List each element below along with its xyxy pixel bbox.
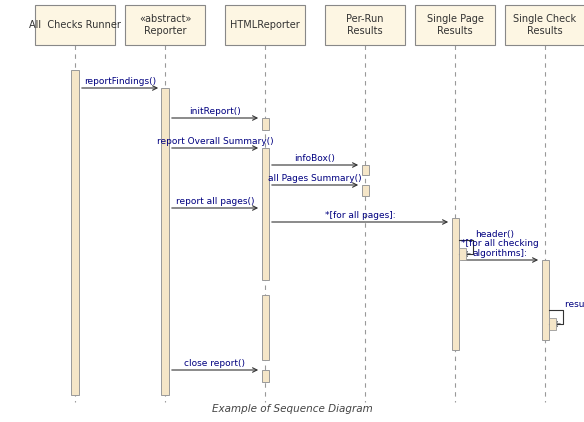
Text: initReport(): initReport() xyxy=(189,107,241,116)
Bar xyxy=(459,248,466,260)
Bar xyxy=(262,295,269,360)
Bar xyxy=(325,5,405,45)
Bar xyxy=(262,148,269,280)
Text: reportFindings(): reportFindings() xyxy=(84,77,156,86)
Bar xyxy=(361,185,369,196)
Text: header(): header() xyxy=(475,230,514,239)
Bar xyxy=(161,88,169,395)
Text: «abstract»
Reporter: «abstract» Reporter xyxy=(139,14,191,36)
Bar xyxy=(262,370,269,382)
Text: Example of Sequence Diagram: Example of Sequence Diagram xyxy=(211,404,373,414)
Bar xyxy=(451,218,458,350)
Bar xyxy=(35,5,115,45)
Bar xyxy=(505,5,584,45)
Bar xyxy=(71,70,79,395)
Bar xyxy=(262,118,269,130)
Text: HTMLReporter: HTMLReporter xyxy=(230,20,300,30)
Text: all Pages Summary(): all Pages Summary() xyxy=(268,174,362,183)
Bar xyxy=(225,5,305,45)
Text: *[for all pages]:: *[for all pages]: xyxy=(325,211,395,220)
Text: Single Check
Results: Single Check Results xyxy=(513,14,576,36)
Bar xyxy=(549,318,556,330)
Bar xyxy=(361,165,369,175)
Text: report all pages(): report all pages() xyxy=(176,197,254,206)
Bar xyxy=(415,5,495,45)
Text: results for check(): results for check() xyxy=(565,300,584,309)
Text: *[for all checking
algorithms]:: *[for all checking algorithms]: xyxy=(461,238,539,258)
Text: close report(): close report() xyxy=(185,359,245,368)
Text: Single Page
Results: Single Page Results xyxy=(426,14,484,36)
Text: report Overall Summary(): report Overall Summary() xyxy=(157,137,273,146)
Bar xyxy=(541,260,548,340)
Text: Per-Run
Results: Per-Run Results xyxy=(346,14,384,36)
Bar xyxy=(125,5,205,45)
Text: infoBox(): infoBox() xyxy=(294,154,335,163)
Text: All  Checks Runner: All Checks Runner xyxy=(29,20,121,30)
